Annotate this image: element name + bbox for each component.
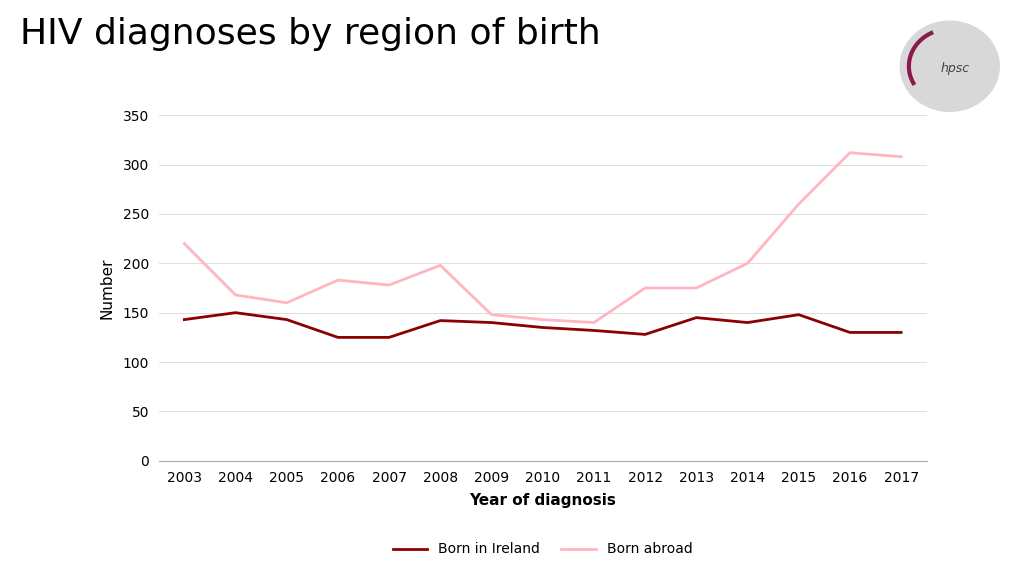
Legend: Born in Ireland, Born abroad: Born in Ireland, Born abroad [387, 537, 698, 562]
Born abroad [844, 149, 856, 156]
Born in Ireland [639, 331, 651, 338]
Born abroad [793, 200, 805, 207]
Text: 17: 17 [983, 546, 1000, 560]
Born abroad [178, 240, 190, 247]
Born abroad [229, 291, 242, 298]
Born in Ireland [383, 334, 395, 341]
Born in Ireland [741, 319, 754, 326]
Text: HIV diagnoses by region of birth: HIV diagnoses by region of birth [20, 17, 601, 51]
Born abroad [485, 311, 498, 318]
Born in Ireland [229, 309, 242, 316]
Born in Ireland [485, 319, 498, 326]
Born abroad [281, 300, 293, 306]
Born in Ireland [178, 316, 190, 323]
Born in Ireland [793, 311, 805, 318]
Born abroad [588, 319, 600, 326]
Born abroad [434, 262, 446, 269]
Born in Ireland [332, 334, 344, 341]
X-axis label: Year of diagnosis: Year of diagnosis [469, 493, 616, 508]
Born abroad [383, 282, 395, 289]
Born abroad [332, 276, 344, 283]
Born abroad [537, 316, 549, 323]
Born in Ireland [537, 324, 549, 331]
Born in Ireland [844, 329, 856, 336]
Text: hpsc: hpsc [941, 62, 970, 75]
Born abroad [639, 285, 651, 291]
Polygon shape [900, 21, 999, 111]
Born in Ireland [281, 316, 293, 323]
Born in Ireland [895, 329, 907, 336]
Born in Ireland [434, 317, 446, 324]
Born in Ireland [690, 314, 702, 321]
Line: Born in Ireland: Born in Ireland [184, 313, 901, 338]
Y-axis label: Number: Number [99, 257, 115, 319]
Line: Born abroad: Born abroad [184, 153, 901, 323]
Born abroad [741, 260, 754, 267]
Born abroad [895, 153, 907, 160]
Born in Ireland [588, 327, 600, 334]
Born abroad [690, 285, 702, 291]
